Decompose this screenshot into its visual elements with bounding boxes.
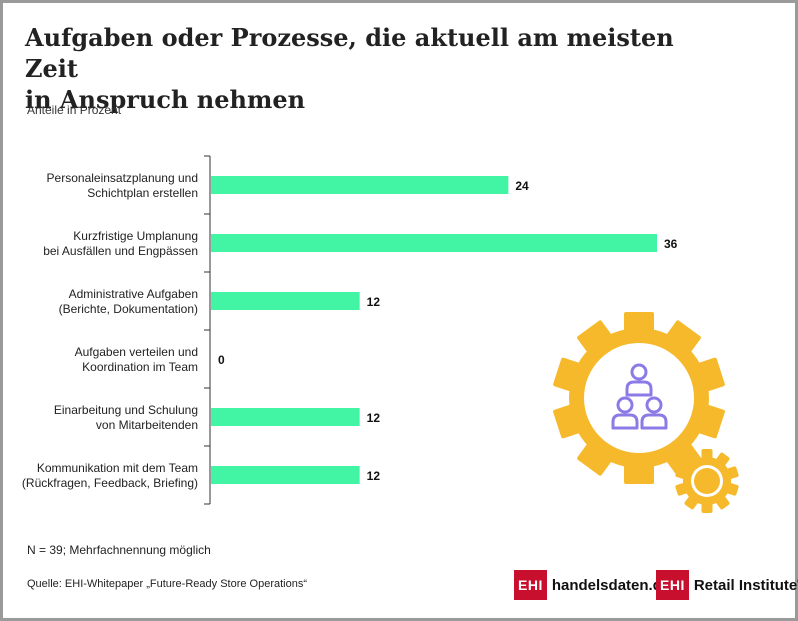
data-label: 24 — [515, 179, 529, 193]
people-icon-left-head — [616, 396, 634, 414]
bar — [211, 292, 360, 310]
chart-title-line-2: in Anspruch nehmen — [25, 85, 306, 114]
category-label: Koordination im Team — [82, 360, 198, 374]
data-label: 12 — [367, 295, 381, 309]
ehi-logo-box: EHI — [514, 570, 547, 600]
category-label: Einarbeitung und Schulung — [54, 403, 198, 417]
category-label: Personaleinsatzplanung und — [47, 171, 198, 185]
retail-institute-text: Retail Institute — [693, 576, 798, 594]
gear-small-icon — [675, 449, 739, 513]
category-label: bei Ausfällen und Engpässen — [43, 244, 198, 258]
data-label: 0 — [218, 353, 225, 367]
category-label: (Rückfragen, Feedback, Briefing) — [22, 476, 198, 490]
sample-note: N = 39; Mehrfachnennung möglich — [27, 543, 211, 557]
category-label: Administrative Aufgaben — [69, 287, 198, 301]
people-icon-left-body — [611, 413, 639, 430]
people-icon-right-body — [640, 413, 668, 430]
data-label: 12 — [367, 469, 381, 483]
category-label: (Berichte, Dokumentation) — [59, 302, 198, 316]
category-label: Schichtplan erstellen — [87, 186, 198, 200]
handelsdaten-logo-text: handelsdaten.de — [551, 576, 671, 594]
category-label: Kurzfristige Umplanung — [73, 229, 198, 243]
chart-frame — [3, 3, 795, 618]
data-label: 12 — [367, 411, 381, 425]
chart-title-line-1: Aufgaben oder Prozesse, die aktuell am m… — [25, 23, 674, 83]
gear-small-hub — [694, 468, 720, 494]
category-label: Aufgaben verteilen und — [75, 345, 198, 359]
category-label: Kommunikation mit dem Team — [37, 461, 198, 475]
bar — [211, 234, 657, 252]
people-hierarchy-icon-head — [630, 363, 648, 381]
data-label: 36 — [664, 237, 678, 251]
category-label: von Mitarbeitenden — [96, 418, 198, 432]
gear-inner-circle — [584, 343, 694, 453]
people-hierarchy-icon-body — [625, 380, 653, 397]
people-icon-right-head — [645, 396, 663, 414]
chart-subtitle: Anteile in Prozent — [27, 103, 122, 117]
bar — [211, 408, 360, 426]
handelsdaten-logo: EHI handelsdaten.de — [514, 570, 670, 600]
bar — [211, 466, 360, 484]
chart-title: Aufgaben oder Prozesse, die aktuell am m… — [25, 22, 725, 115]
ehi-logo-box-2: EHI — [656, 570, 689, 600]
bar — [211, 176, 509, 194]
retail-institute-logo: EHI Retail Institute® — [656, 570, 798, 600]
source-note: Quelle: EHI-Whitepaper „Future-Ready Sto… — [27, 578, 308, 590]
retail-institute-logo-text: Retail Institute® — [694, 577, 798, 594]
